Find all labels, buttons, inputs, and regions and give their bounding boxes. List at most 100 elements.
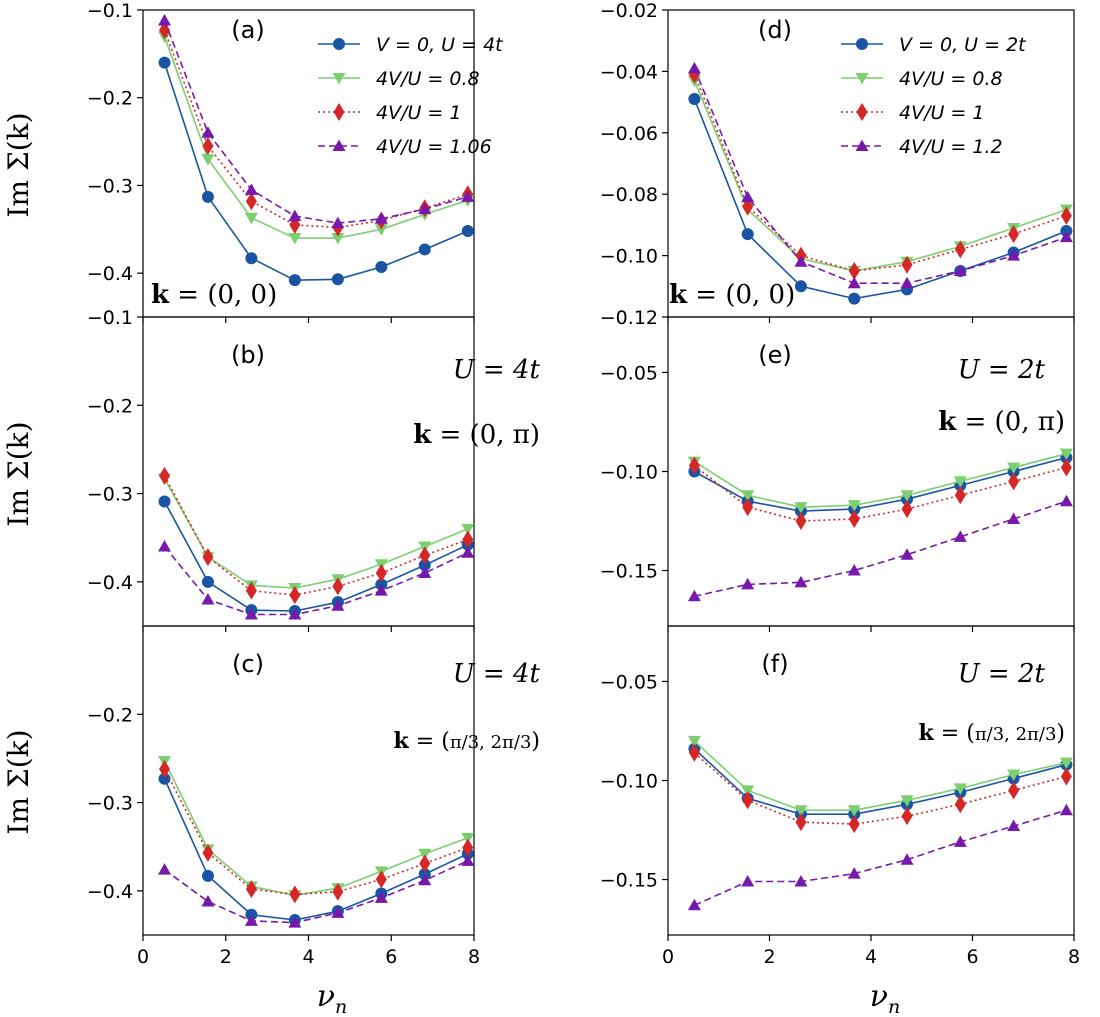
data-point-c-2 bbox=[202, 843, 214, 862]
y-tick-label-b: −0.1 bbox=[87, 307, 133, 329]
data-point-c-2 bbox=[159, 760, 171, 779]
data-point-d-3 bbox=[794, 255, 808, 267]
series-e-1 bbox=[687, 448, 1073, 514]
data-point-b-2 bbox=[462, 530, 474, 549]
data-point-c-2 bbox=[289, 885, 301, 904]
data-point-c-3 bbox=[418, 873, 432, 886]
y-tick-label-b: −0.4 bbox=[87, 572, 133, 594]
panel-letter-b: (b) bbox=[231, 341, 265, 369]
data-point-b-3 bbox=[201, 593, 215, 605]
data-point-b-2 bbox=[375, 564, 387, 583]
data-point-f-3 bbox=[741, 875, 755, 887]
annotation-e-0: U = 2t bbox=[958, 355, 1046, 385]
data-point-e-3 bbox=[687, 589, 701, 602]
y-axis-labels: Im Σ(k) Im Σ(k) Im Σ(k) bbox=[2, 112, 35, 834]
legend-marker-d-0 bbox=[856, 38, 868, 50]
series-line-e-2 bbox=[693, 464, 1067, 522]
data-point-d-3 bbox=[847, 276, 861, 289]
data-point-f-2 bbox=[848, 815, 860, 834]
annotation-c-0: U = 4t bbox=[453, 659, 541, 689]
data-point-b-3 bbox=[244, 608, 258, 620]
data-point-e-3 bbox=[1059, 494, 1073, 507]
data-point-e-1 bbox=[847, 500, 861, 512]
y-tick-label-d: −0.02 bbox=[600, 0, 658, 22]
legend-marker-a-3 bbox=[332, 139, 346, 151]
x-axis-label-left: νn bbox=[317, 979, 348, 1017]
series-line-c-3 bbox=[164, 860, 469, 924]
data-point-d-3 bbox=[953, 264, 967, 276]
data-point-c-0 bbox=[158, 772, 171, 785]
x-tick-label-f: 0 bbox=[662, 946, 674, 968]
legend-label-d-0: V = 0, U = 2t bbox=[899, 34, 1027, 56]
data-point-e-3 bbox=[1007, 512, 1021, 525]
data-point-a-0 bbox=[418, 243, 431, 256]
data-point-a-1 bbox=[374, 224, 388, 236]
data-point-d-0 bbox=[848, 292, 861, 305]
data-point-c-3 bbox=[244, 914, 258, 926]
data-point-b-2 bbox=[289, 586, 301, 605]
data-point-f-2 bbox=[742, 791, 754, 810]
panels: −0.4 −0.3 −0.2 −0.1 (a) k = (0, 0) V = 0, U = … bbox=[87, 0, 1080, 968]
annotation-a-0: k = (0, 0) bbox=[151, 280, 277, 310]
data-point-e-3 bbox=[794, 575, 808, 588]
legend-label-a-1: 4V/U = 0.8 bbox=[376, 68, 480, 90]
data-point-a-0 bbox=[461, 225, 474, 238]
panel-letter-e: (e) bbox=[758, 341, 792, 369]
panel-d: −0.12 −0.10 −0.08 −0.06 −0.04 −0.02 (d) k = (0,… bbox=[600, 0, 1075, 329]
data-point-c-2 bbox=[332, 882, 344, 901]
data-point-d-2 bbox=[901, 255, 913, 274]
data-point-e-2 bbox=[954, 486, 966, 505]
series-line-a-0 bbox=[163, 62, 469, 282]
legend-a: V = 0, U = 4t 4V/U = 0.8 4V/U = 1 4V/U = 1.… bbox=[318, 34, 504, 158]
annotation-e-1: k = (0, π) bbox=[938, 407, 1065, 437]
data-point-c-2 bbox=[245, 880, 257, 899]
data-point-b-0 bbox=[418, 559, 431, 572]
data-point-c-3 bbox=[461, 854, 475, 866]
series-f-2 bbox=[688, 743, 1072, 834]
y-tick-label-b: −0.2 bbox=[87, 395, 133, 417]
data-point-e-1 bbox=[953, 476, 967, 488]
data-point-b-3 bbox=[158, 540, 172, 552]
legend-label-a-3: 4V/U = 1.06 bbox=[376, 136, 492, 158]
series-line-e-0 bbox=[694, 456, 1067, 512]
data-point-a-2 bbox=[202, 136, 214, 155]
annotation-f-1: k = (π/3, 2π/3) bbox=[919, 720, 1065, 746]
series-line-c-0 bbox=[163, 778, 469, 921]
y-tick-label-d: −0.04 bbox=[600, 61, 658, 83]
data-point-e-3 bbox=[953, 530, 967, 542]
series-d-3 bbox=[687, 61, 1073, 289]
data-point-b-3 bbox=[331, 599, 345, 611]
data-point-c-2 bbox=[419, 854, 431, 873]
data-point-c-2 bbox=[462, 838, 474, 857]
legend-marker-d-1 bbox=[855, 73, 869, 85]
data-point-b-0 bbox=[201, 575, 214, 588]
data-point-b-3 bbox=[288, 608, 302, 620]
data-point-d-0 bbox=[688, 93, 701, 106]
series-f-1 bbox=[687, 735, 1073, 817]
series-line-f-3 bbox=[694, 809, 1067, 907]
y-tick-label-d: −0.08 bbox=[600, 184, 658, 206]
data-point-a-3 bbox=[201, 126, 215, 138]
panel-letter-a: (a) bbox=[231, 16, 264, 44]
data-point-a-0 bbox=[288, 274, 301, 287]
data-point-b-3 bbox=[418, 566, 432, 579]
data-point-f-1 bbox=[847, 805, 861, 817]
data-point-b-1 bbox=[461, 523, 475, 536]
x-tick-label-c: 2 bbox=[220, 946, 232, 968]
data-point-f-2 bbox=[901, 807, 913, 826]
data-point-a-1 bbox=[331, 233, 345, 245]
data-point-a-0 bbox=[158, 56, 171, 69]
data-point-f-2 bbox=[795, 813, 807, 832]
annotation-b-0: U = 4t bbox=[453, 355, 541, 385]
y-tick-label-d: −0.12 bbox=[600, 307, 658, 329]
panel-letter-d: (d) bbox=[758, 16, 792, 44]
series-line-b-2 bbox=[163, 475, 469, 596]
x-axis-label-right: νn bbox=[870, 979, 901, 1017]
data-point-e-1 bbox=[794, 502, 808, 514]
panel-c: −0.4 −0.3 −0.2 0 2 4 6 8 (c) U = 4t k = (π/3, 2π/3… bbox=[87, 625, 541, 968]
series-line-a-1 bbox=[163, 36, 469, 239]
y-tick-label-d: −0.06 bbox=[600, 123, 658, 145]
legend-marker-a-1 bbox=[332, 73, 346, 85]
series-line-b-0 bbox=[163, 501, 469, 612]
data-point-a-3 bbox=[374, 212, 388, 224]
